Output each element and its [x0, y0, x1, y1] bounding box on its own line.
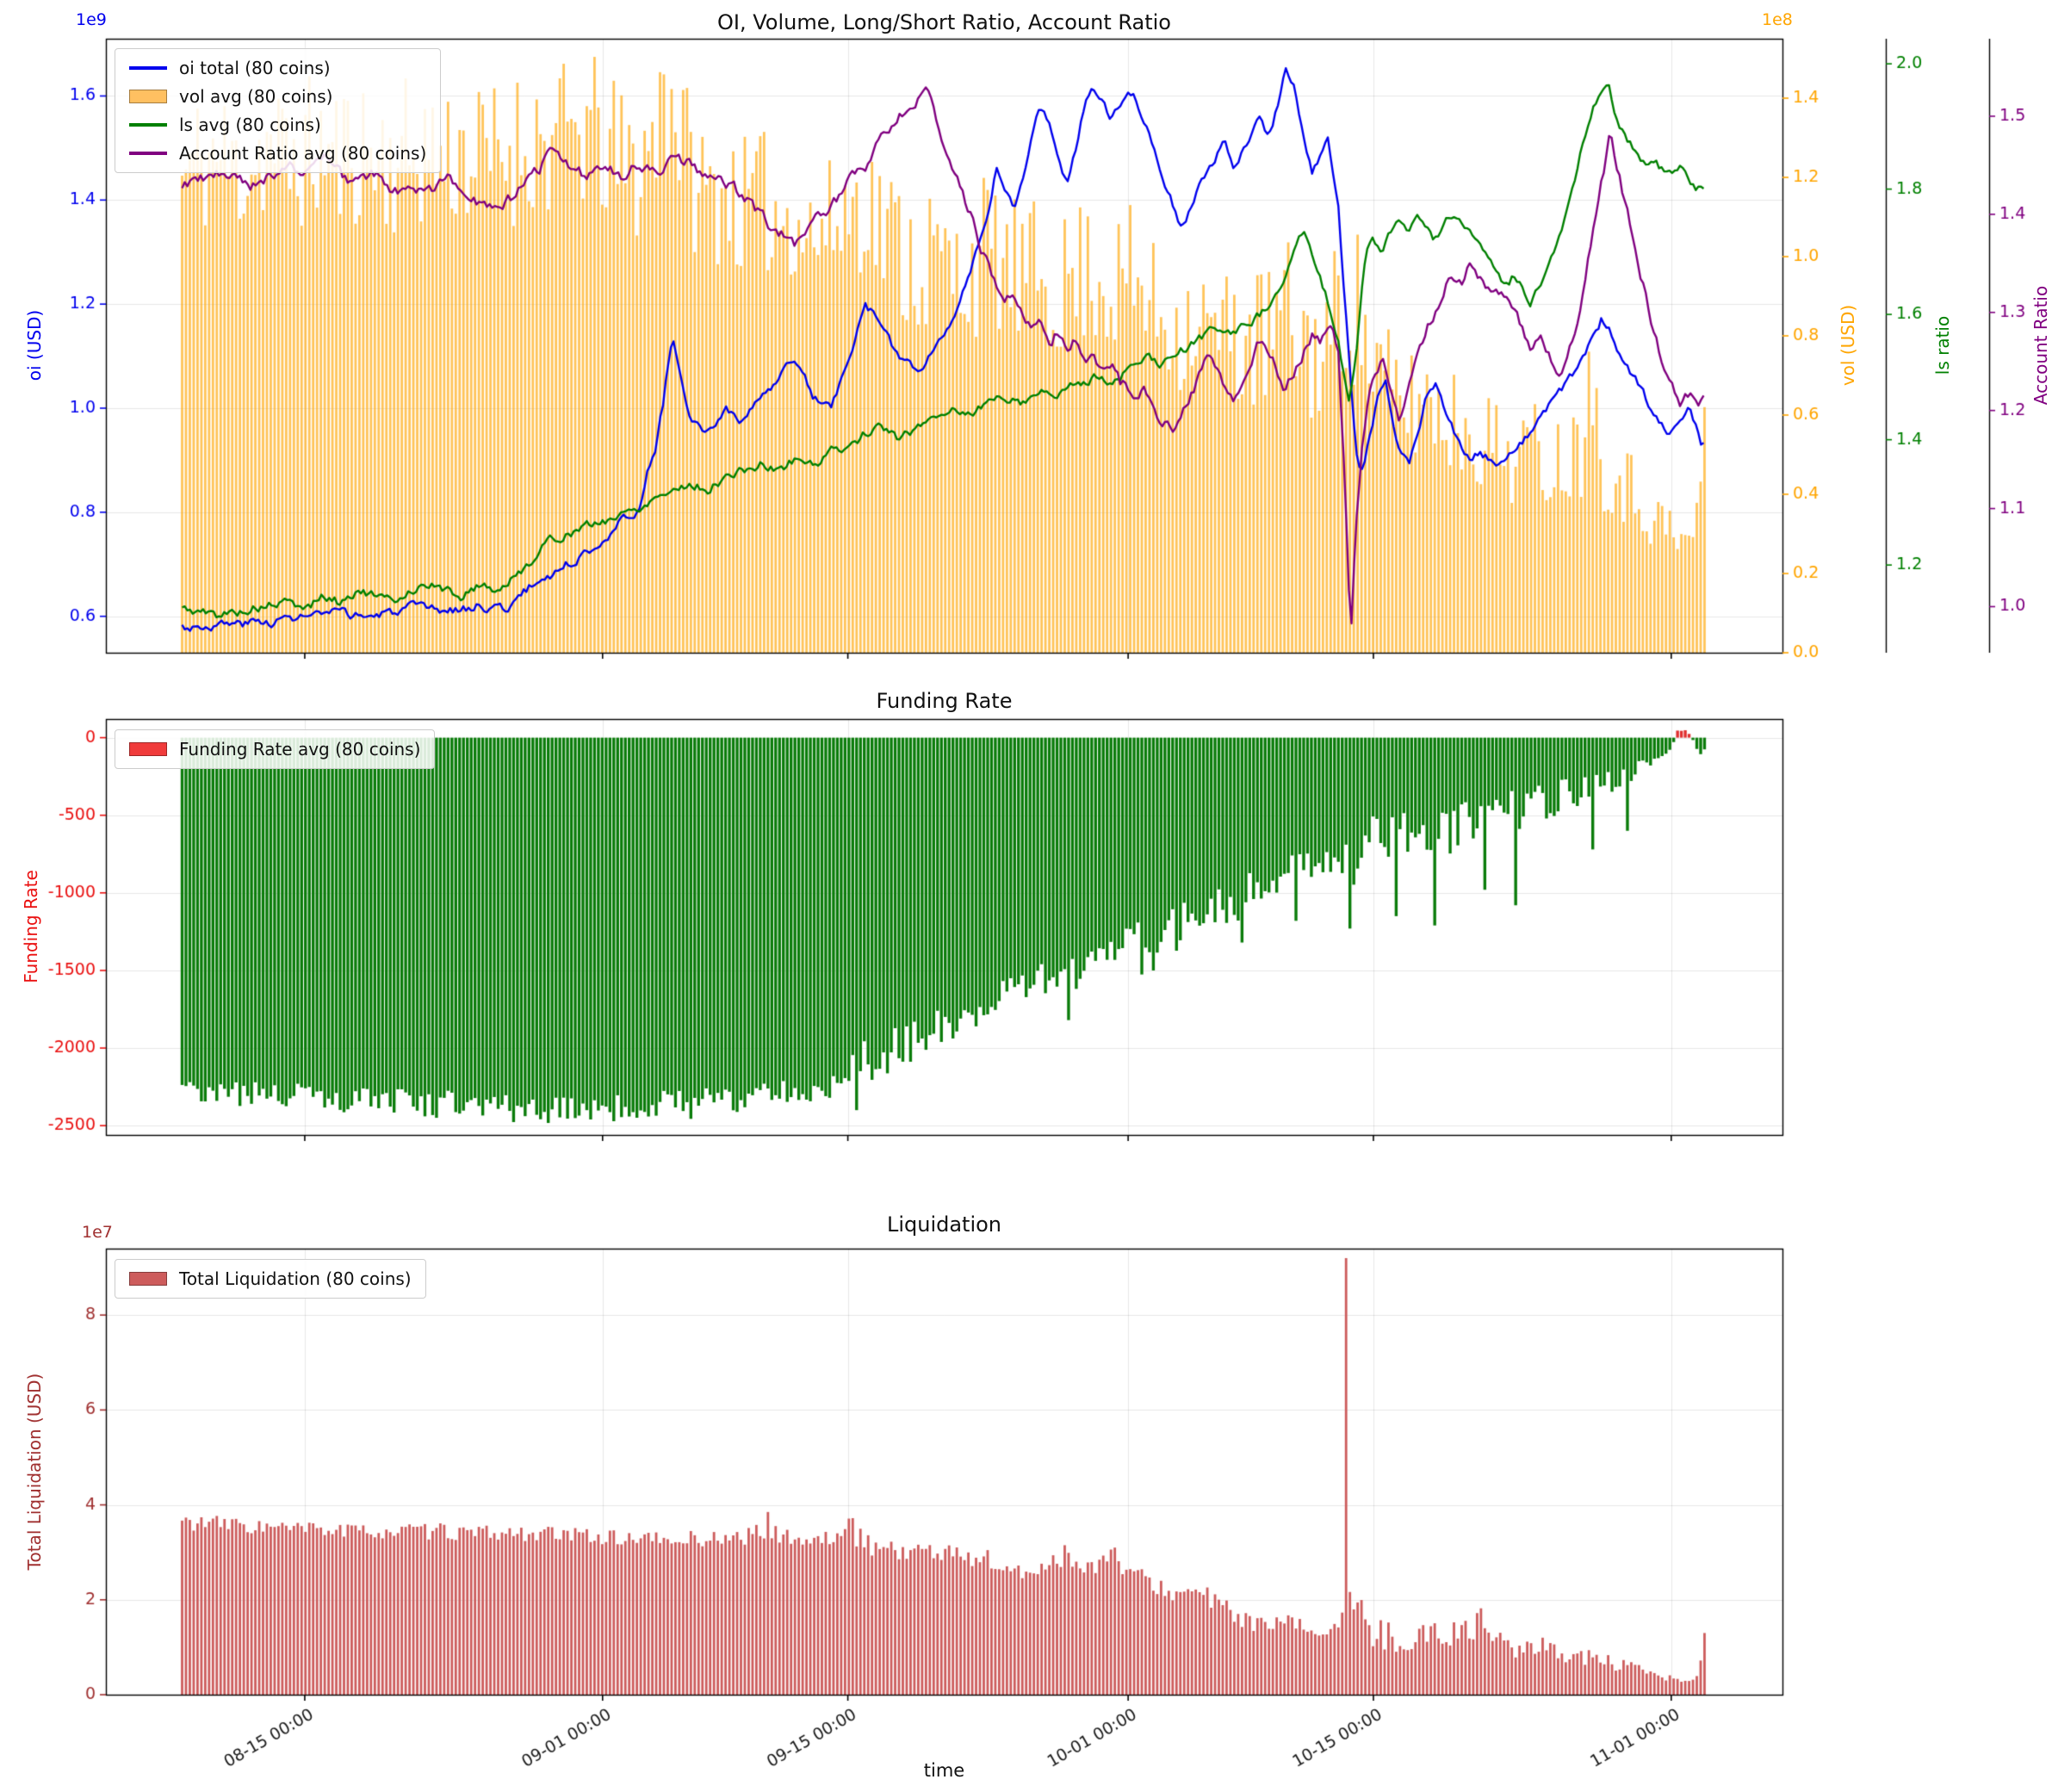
oi-axis-label: oi (USD): [24, 309, 45, 381]
vol-patch-swatch: [129, 90, 167, 103]
legend-item: Account Ratio avg (80 coins): [129, 143, 426, 164]
liquidation-patch-swatch: [129, 1272, 167, 1286]
funding-rate-chart-title: Funding Rate: [876, 689, 1013, 713]
ls-line-swatch: [129, 123, 167, 127]
legend-label: vol avg (80 coins): [179, 86, 333, 107]
liquidation-axis-offset-text: 1e7: [82, 1223, 113, 1242]
legend-item: Funding Rate avg (80 coins): [129, 739, 420, 760]
time-axis-label: time: [923, 1760, 965, 1781]
legend-label: Funding Rate avg (80 coins): [179, 739, 421, 760]
liquidation-axis-label: Total Liquidation (USD): [24, 1373, 45, 1571]
ls-axis-label: ls ratio: [1932, 315, 1953, 375]
oi-line-swatch: [129, 66, 167, 70]
legend-label: Account Ratio avg (80 coins): [179, 143, 427, 164]
funding-rate-axis-label: Funding Rate: [21, 870, 41, 983]
legend-label: Total Liquidation (80 coins): [179, 1268, 412, 1289]
funding-rate-patch-swatch: [129, 742, 167, 756]
legend-label: oi total (80 coins): [179, 58, 331, 78]
vol-axis-offset-text: 1e8: [1762, 10, 1793, 29]
funding-rate-legend: Funding Rate avg (80 coins): [115, 729, 436, 769]
account-ratio-axis-label: Account Ratio: [2030, 285, 2051, 406]
liquidation-chart-title: Liquidation: [886, 1212, 1002, 1237]
vol-axis-label: vol (USD): [1838, 304, 1858, 387]
legend-item: Total Liquidation (80 coins): [129, 1268, 412, 1289]
legend-item: ls avg (80 coins): [129, 115, 426, 135]
liquidation-legend: Total Liquidation (80 coins): [115, 1259, 426, 1299]
main-chart-legend: oi total (80 coins) vol avg (80 coins) l…: [115, 48, 442, 173]
legend-label: ls avg (80 coins): [179, 115, 321, 135]
legend-item: vol avg (80 coins): [129, 86, 426, 107]
account-ratio-line-swatch: [129, 152, 167, 155]
main-chart-title: OI, Volume, Long/Short Ratio, Account Ra…: [717, 10, 1171, 34]
oi-axis-offset-text: 1e9: [76, 10, 107, 29]
legend-item: oi total (80 coins): [129, 58, 426, 78]
